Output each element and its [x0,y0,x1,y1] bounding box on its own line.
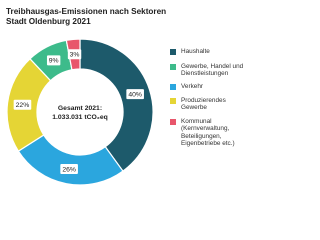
data-label: 3% [70,52,80,59]
legend-label: Produzierendes Gewerbe [181,97,226,112]
legend-item: Produzierendes Gewerbe [170,97,246,112]
chart-title: Treibhausgas-Emissionen nach Sektoren [6,7,167,16]
legend-swatch [170,48,176,55]
legend-swatch [170,83,176,90]
chart-subtitle: Stadt Oldenburg 2021 [6,17,91,26]
data-label: 26% [62,166,76,173]
legend-item: Haushalte [170,48,246,55]
center-label: Gesamt 2021: [58,105,102,112]
legend-item: Kommunal (Kernverwaltung, Beteiligungen,… [170,118,246,148]
label-box [13,99,32,110]
legend-label: Gewerbe, Handel und Dienstleistungen [181,63,244,78]
label-box [67,49,82,60]
legend-swatch [170,118,176,125]
legend-item: Verkehr [170,83,246,90]
center-label: 1.033.031 tCO₂eq [52,114,108,121]
page: {"chart_data": {"type": "donut", "title"… [6,7,246,186]
data-label: 40% [128,91,142,98]
data-label: 9% [49,58,59,65]
legend-swatch [170,63,176,70]
donut-slice [17,134,124,186]
legend-label: Kommunal (Kernverwaltung, Beteiligungen,… [181,118,235,148]
legend-label: Haushalte [181,48,210,55]
legend-item: Gewerbe, Handel und Dienstleistungen [170,63,246,78]
chart: 40% 26% 22% 9% 3% Gesamt 2021: 1.033.031 tCO₂e… [6,38,154,186]
label-box [46,55,61,66]
data-label: 22% [16,102,30,109]
legend-label: Verkehr [181,83,204,90]
label-box [126,89,144,100]
label-box [60,163,78,174]
donut-slice [79,38,154,172]
legend-swatch [170,97,176,104]
